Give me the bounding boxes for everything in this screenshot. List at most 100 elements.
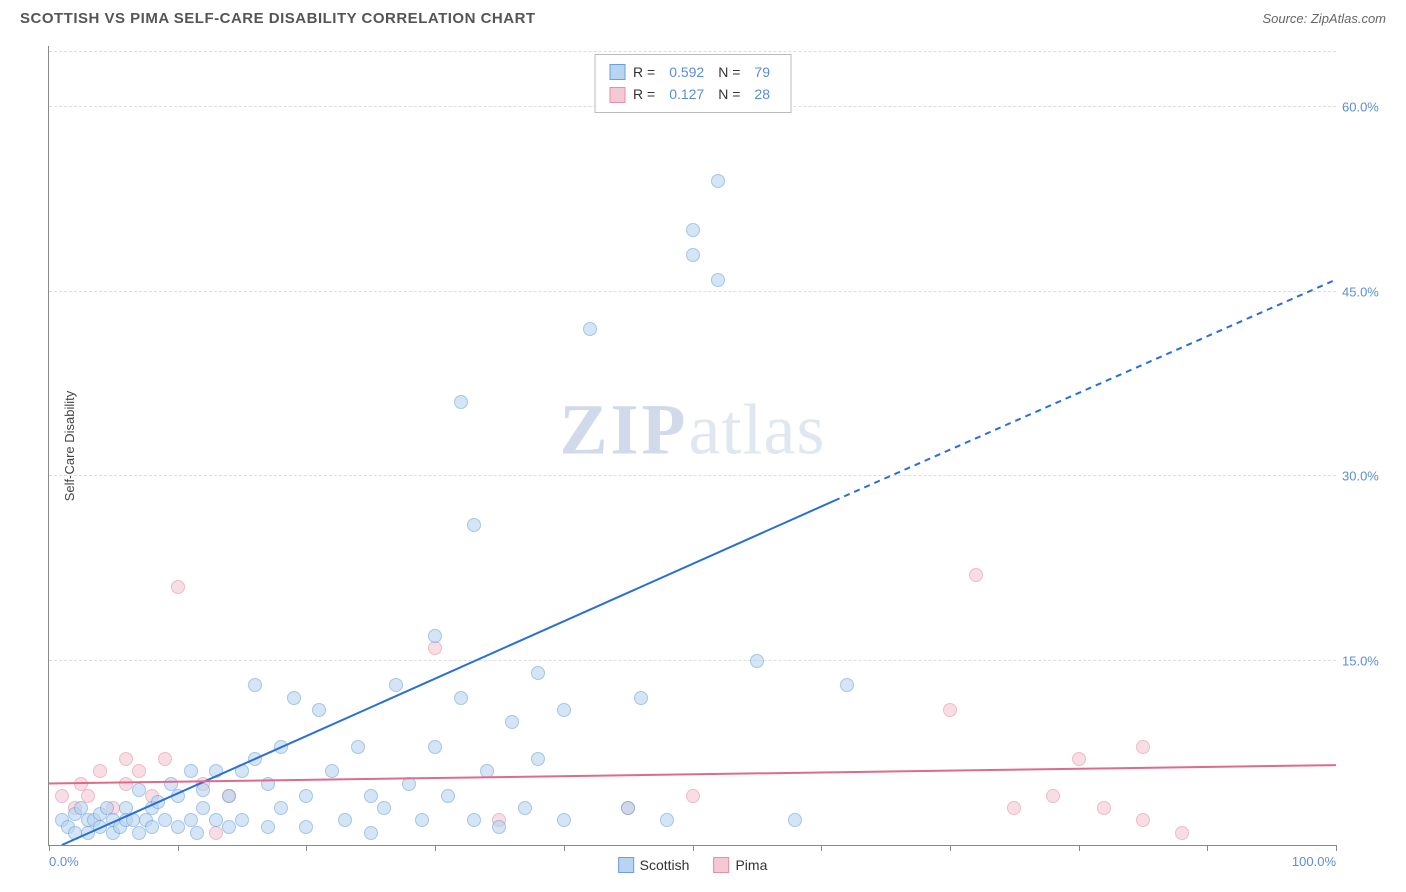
series-legend: Scottish Pima — [618, 857, 768, 873]
scottish-point — [505, 715, 519, 729]
scottish-point — [325, 764, 339, 778]
source-attribution: Source: ZipAtlas.com — [1262, 11, 1386, 26]
scottish-point — [621, 801, 635, 815]
swatch-pima-icon — [713, 857, 729, 873]
pima-point — [686, 789, 700, 803]
scottish-point — [518, 801, 532, 815]
x-tick — [1207, 845, 1208, 851]
legend-label-pima: Pima — [735, 857, 767, 873]
pima-point — [1007, 801, 1021, 815]
x-tick — [564, 845, 565, 851]
pima-point — [1175, 826, 1189, 840]
scottish-point — [377, 801, 391, 815]
scottish-point — [557, 703, 571, 717]
watermark-light: atlas — [689, 389, 826, 469]
x-tick — [950, 845, 951, 851]
legend-label-scottish: Scottish — [640, 857, 690, 873]
pima-point — [943, 703, 957, 717]
legend-item-scottish: Scottish — [618, 857, 690, 873]
pima-point — [1097, 801, 1111, 815]
correlation-legend: R = 0.592 N = 79 R = 0.127 N = 28 — [594, 54, 791, 113]
legend-item-pima: Pima — [713, 857, 767, 873]
pima-point — [428, 641, 442, 655]
scottish-point — [351, 740, 365, 754]
scottish-point — [299, 820, 313, 834]
scottish-point — [788, 813, 802, 827]
gridline — [49, 475, 1336, 476]
pima-point — [132, 764, 146, 778]
scottish-point — [467, 813, 481, 827]
x-tick — [1336, 845, 1337, 851]
scottish-point — [711, 174, 725, 188]
scottish-point — [248, 678, 262, 692]
chart-container: ZIPatlas R = 0.592 N = 79 R = 0.127 N = … — [48, 46, 1336, 846]
scottish-point — [557, 813, 571, 827]
scottish-point — [190, 826, 204, 840]
pima-point — [93, 764, 107, 778]
scottish-point — [454, 691, 468, 705]
scottish-point — [196, 783, 210, 797]
n-value-scottish: 79 — [754, 61, 770, 83]
scottish-point — [287, 691, 301, 705]
scottish-point — [750, 654, 764, 668]
x-tick — [49, 845, 50, 851]
plot-area: ZIPatlas R = 0.592 N = 79 R = 0.127 N = … — [48, 46, 1336, 846]
scottish-point — [209, 764, 223, 778]
scottish-point — [81, 826, 95, 840]
n-label: N = — [718, 61, 740, 83]
pima-point — [209, 826, 223, 840]
scottish-point — [151, 795, 165, 809]
pima-point — [158, 752, 172, 766]
y-tick-label: 15.0% — [1342, 653, 1392, 668]
y-tick-label: 30.0% — [1342, 469, 1392, 484]
swatch-scottish-icon — [618, 857, 634, 873]
legend-row-scottish: R = 0.592 N = 79 — [609, 61, 776, 83]
scottish-point — [235, 764, 249, 778]
scottish-point — [480, 764, 494, 778]
gridline — [49, 291, 1336, 292]
n-label: N = — [718, 83, 740, 105]
y-tick-label: 45.0% — [1342, 284, 1392, 299]
scottish-point — [171, 820, 185, 834]
pima-point — [1072, 752, 1086, 766]
watermark-bold: ZIP — [560, 389, 689, 469]
r-label: R = — [633, 83, 655, 105]
scottish-point — [686, 223, 700, 237]
scottish-point — [402, 777, 416, 791]
x-tick — [178, 845, 179, 851]
scottish-point — [415, 813, 429, 827]
scottish-point — [312, 703, 326, 717]
legend-row-pima: R = 0.127 N = 28 — [609, 83, 776, 105]
scottish-point — [132, 783, 146, 797]
r-label: R = — [633, 61, 655, 83]
swatch-pima — [609, 87, 625, 103]
chart-header: SCOTTISH VS PIMA SELF-CARE DISABILITY CO… — [0, 0, 1406, 33]
scottish-point — [261, 820, 275, 834]
scottish-point — [583, 322, 597, 336]
gridline — [49, 660, 1336, 661]
scottish-point — [222, 820, 236, 834]
scottish-point — [467, 518, 481, 532]
x-tick — [693, 845, 694, 851]
scottish-point — [196, 801, 210, 815]
scottish-point — [441, 789, 455, 803]
trend-lines — [49, 46, 1336, 845]
scottish-point — [711, 273, 725, 287]
gridline — [49, 51, 1336, 52]
scottish-point — [145, 820, 159, 834]
x-tick-label: 0.0% — [49, 854, 79, 869]
scottish-point — [222, 789, 236, 803]
r-value-pima: 0.127 — [669, 83, 704, 105]
pima-point — [171, 580, 185, 594]
scottish-point — [261, 777, 275, 791]
pima-point — [969, 568, 983, 582]
pima-point — [1136, 813, 1150, 827]
scottish-point — [364, 826, 378, 840]
scottish-point — [428, 740, 442, 754]
swatch-scottish — [609, 64, 625, 80]
scottish-point — [274, 801, 288, 815]
scottish-point — [338, 813, 352, 827]
n-value-pima: 28 — [754, 83, 770, 105]
scottish-point — [274, 740, 288, 754]
scottish-point — [428, 629, 442, 643]
